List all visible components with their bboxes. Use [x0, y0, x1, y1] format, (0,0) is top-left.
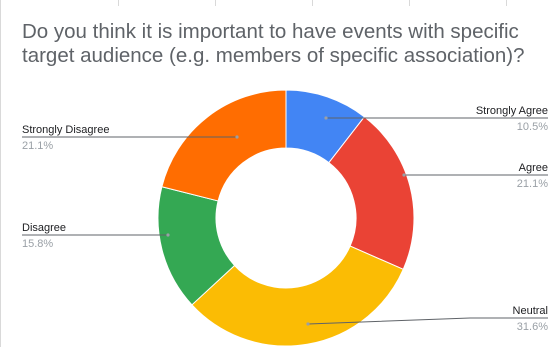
slice-percent-neutral: 31.6% [517, 321, 548, 333]
slice-label-strongly-agree: Strongly Agree [476, 105, 548, 117]
donut-slice-strongly-disagree[interactable] [161, 89, 287, 202]
slice-label-strongly-disagree: Strongly Disagree [22, 124, 109, 136]
slice-label-neutral: Neutral [513, 305, 548, 317]
slice-label-disagree: Disagree [22, 222, 66, 234]
donut-slice-neutral[interactable] [191, 245, 404, 347]
slice-percent-strongly-agree: 10.5% [517, 121, 548, 133]
leader-dot-strongly-agree [324, 116, 328, 120]
leader-dot-neutral [306, 322, 310, 326]
leader-dot-agree [402, 173, 406, 177]
slice-percent-disagree: 15.8% [22, 238, 53, 250]
sheet-gridline [118, 0, 119, 6]
chart-frame-border [0, 0, 1, 347]
leader-line-neutral [307, 317, 548, 325]
sheet-gridline [506, 0, 507, 6]
sheet-gridline [215, 0, 216, 6]
slice-percent-agree: 21.1% [517, 178, 548, 190]
slice-label-agree: Agree [519, 162, 548, 174]
sheet-gridline [409, 0, 410, 6]
slice-percent-strongly-disagree: 21.1% [22, 140, 53, 152]
chart-title: Do you think it is important to have eve… [22, 20, 525, 67]
leader-dot-disagree [166, 233, 170, 237]
sheet-gridline [312, 0, 313, 6]
leader-dot-strongly-disagree [235, 135, 239, 139]
